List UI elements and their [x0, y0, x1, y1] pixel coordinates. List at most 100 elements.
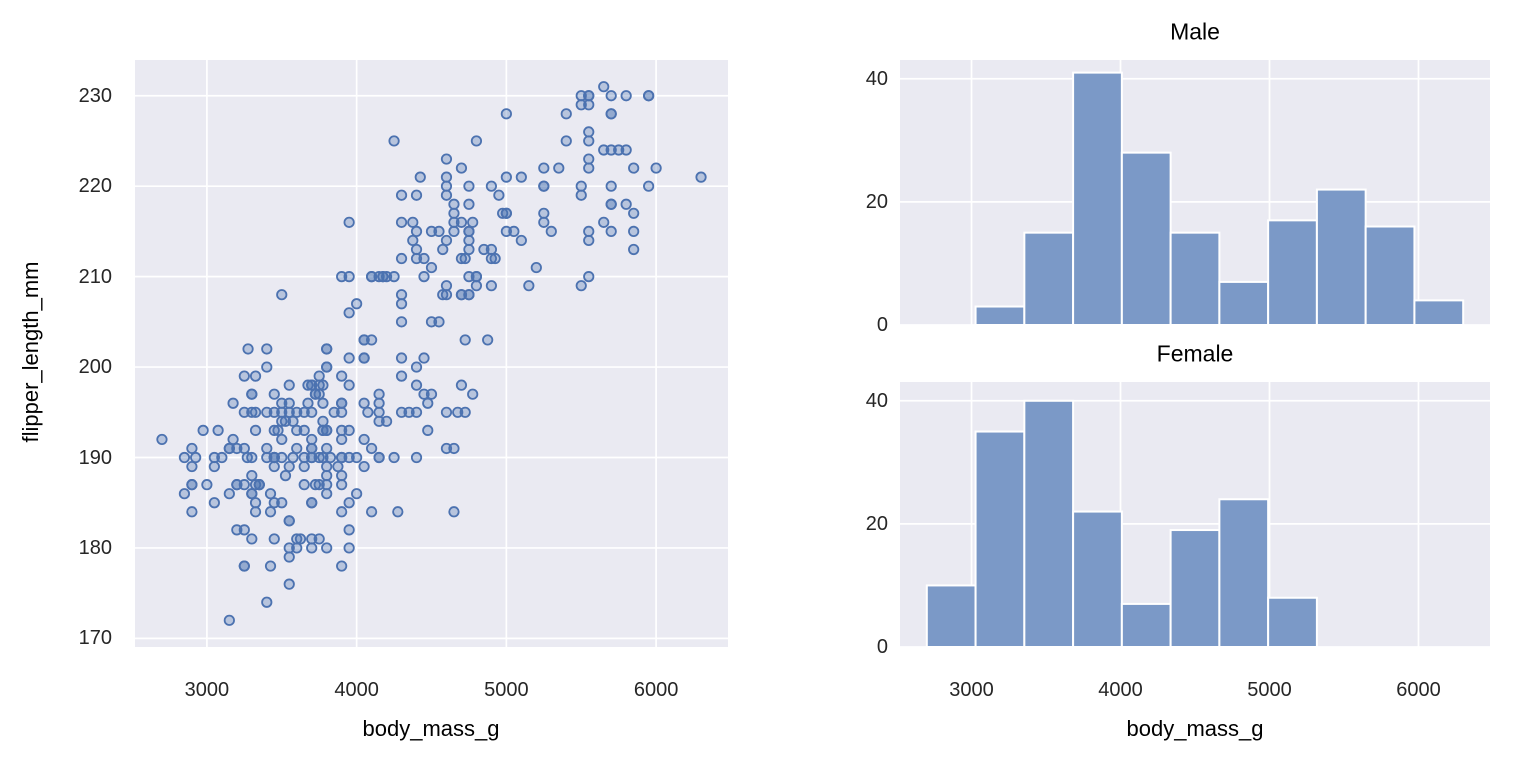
scatter-point [306, 442, 318, 455]
scatter-point [283, 578, 295, 590]
scatter-point [440, 153, 453, 165]
scatter-point [186, 506, 198, 518]
scatter-point [190, 451, 202, 464]
histogram-bar [1072, 510, 1123, 647]
scatter-point [343, 451, 355, 464]
scatter-point [261, 406, 273, 418]
scatter-point [291, 533, 303, 545]
scatter-point [373, 271, 385, 283]
scatter-point [238, 406, 250, 418]
histogram-bar [1120, 151, 1172, 325]
scatter-point [380, 415, 393, 427]
scatter-point [283, 551, 295, 563]
scatter-point [249, 506, 262, 518]
scatter-point [223, 614, 235, 626]
y-tick-label: 180 [78, 536, 112, 559]
scatter-point [317, 415, 329, 427]
scatter-point [380, 271, 393, 283]
scatter-point [313, 451, 325, 464]
scatter-point [366, 334, 378, 346]
histogram-bar [1218, 280, 1270, 325]
scatter-point [268, 451, 280, 464]
scatter-point [283, 515, 295, 527]
scatter-point [276, 289, 288, 301]
scatter-point [351, 298, 363, 310]
y-tick-label: 210 [78, 265, 112, 288]
scatter-point [366, 271, 378, 283]
scatter-point [246, 470, 258, 482]
scatter-point [306, 497, 318, 509]
scatter-point [336, 424, 348, 436]
scatter-point [467, 388, 479, 400]
scatter-point [440, 180, 453, 192]
scatter-point [628, 243, 640, 256]
scatter-point [395, 406, 408, 418]
scatter-point [470, 280, 483, 292]
scatter-point [410, 406, 423, 418]
y-tick-label: 0 [876, 314, 888, 336]
scatter-point [249, 424, 262, 436]
scatter-point [358, 433, 370, 446]
scatter-point [321, 460, 333, 473]
scatter-point [583, 162, 595, 174]
scatter-point [268, 533, 280, 545]
scatter-point [321, 488, 333, 500]
scatter-point [276, 397, 288, 409]
scatter-point [605, 108, 617, 120]
y-tick-label: 20 [865, 190, 888, 213]
scatter-point [294, 533, 307, 545]
scatter-point [410, 361, 423, 373]
scatter-point [515, 234, 527, 247]
scatter-point [605, 144, 617, 156]
scatter-point [500, 108, 512, 120]
scatter-point [643, 90, 655, 102]
scatter-point [613, 144, 625, 156]
scatter-point [538, 180, 550, 192]
scatter-point [298, 424, 310, 436]
scatter-point [298, 479, 310, 491]
scatter-point [407, 234, 419, 247]
x-tick-label: 5000 [1247, 679, 1292, 701]
scatter-point [306, 542, 318, 554]
histogram-bar [1364, 225, 1416, 325]
scatter-point [448, 207, 460, 219]
scatter-point [309, 388, 322, 400]
scatter-point [628, 225, 640, 237]
scatter-point [366, 442, 378, 455]
scatter-point [208, 497, 220, 509]
scatter-point [395, 216, 408, 228]
scatter-point [321, 343, 333, 355]
scatter-point [459, 334, 471, 346]
scatter-point [343, 271, 355, 283]
scatter-point [583, 153, 595, 165]
scatter-point [242, 343, 254, 355]
scatter-point [336, 433, 348, 446]
scatter-point [598, 144, 610, 156]
histogram-bar [925, 584, 977, 647]
scatter-point [268, 460, 280, 473]
scatter-point [276, 433, 288, 446]
scatter-point [246, 406, 258, 418]
y-tick-label: 0 [876, 636, 888, 658]
scatter-point [455, 162, 468, 174]
scatter-point [287, 415, 299, 427]
scatter-point [268, 406, 280, 418]
scatter-point [343, 542, 355, 554]
scatter-point [463, 289, 475, 301]
scatter-point [279, 470, 292, 482]
scatter-point [500, 171, 512, 183]
scatter-point [309, 479, 322, 491]
scatter-point [343, 424, 355, 436]
scatter-point [485, 280, 497, 292]
scatter-point [377, 271, 389, 283]
scatter-point [414, 171, 426, 183]
scatter-point [238, 370, 250, 382]
scatter-point [321, 424, 333, 436]
scatter-point [448, 506, 460, 518]
scatter-point [283, 542, 295, 554]
scatter-point [575, 189, 587, 201]
histogram-bar [1023, 231, 1075, 325]
histogram-bar [1267, 219, 1318, 325]
x-tick-label: 5000 [484, 679, 529, 701]
scatter-point [276, 451, 288, 464]
